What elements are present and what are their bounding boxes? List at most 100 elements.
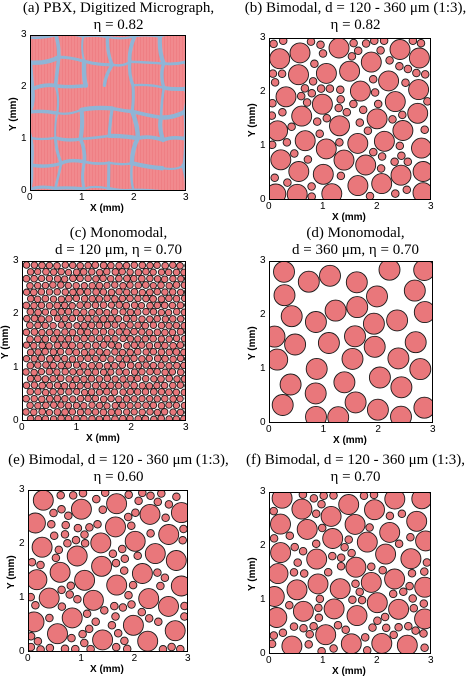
particle — [344, 391, 367, 414]
particle — [33, 637, 43, 646]
particle — [360, 51, 382, 73]
particle — [270, 183, 287, 199]
particle — [137, 630, 159, 651]
particle — [402, 185, 412, 195]
y-tick-label: 0 — [19, 646, 25, 657]
particle — [103, 308, 111, 317]
panel-title-line1: (d) Monomodal, — [306, 225, 405, 241]
particle — [412, 161, 430, 182]
particle — [87, 374, 96, 383]
particle — [130, 274, 138, 283]
particle — [41, 388, 50, 397]
particle — [95, 321, 104, 330]
particle — [165, 415, 173, 420]
particle — [157, 321, 166, 330]
particle — [83, 328, 92, 337]
particle — [95, 334, 104, 343]
particle — [165, 388, 173, 397]
particle — [113, 629, 123, 638]
particle — [311, 93, 333, 115]
particle — [270, 639, 277, 649]
particle — [30, 314, 39, 323]
particle — [122, 288, 131, 296]
particle — [138, 408, 146, 416]
particle — [172, 401, 181, 410]
particle — [312, 117, 322, 126]
particle — [38, 395, 46, 403]
particle — [318, 49, 328, 58]
particle — [407, 102, 429, 124]
particle — [130, 314, 138, 323]
particle — [32, 491, 54, 511]
particle — [65, 347, 73, 356]
y-axis-label: Y (mm) — [8, 97, 19, 131]
x-axis-label: X (mm) — [333, 435, 367, 446]
particle — [120, 554, 130, 564]
particle — [53, 354, 61, 363]
particle — [153, 568, 162, 577]
particle — [103, 402, 111, 410]
particle — [310, 59, 319, 69]
particle — [80, 294, 89, 303]
particle — [291, 498, 313, 520]
binder-boundary — [78, 107, 85, 142]
particle — [401, 78, 410, 87]
y-tick-label: 1 — [19, 592, 25, 603]
particle — [389, 39, 411, 60]
particle — [161, 262, 170, 270]
x-tick-label: 3 — [185, 653, 191, 664]
particle — [183, 289, 185, 295]
particle — [173, 375, 181, 383]
particle — [84, 274, 92, 283]
particle — [289, 42, 311, 64]
particle — [72, 308, 80, 317]
particle — [153, 497, 163, 507]
particle — [29, 288, 38, 297]
particle — [277, 69, 287, 78]
particle — [49, 321, 57, 330]
particle — [271, 394, 294, 416]
particle — [69, 395, 77, 403]
panel-title-line2: η = 0.82 — [93, 17, 144, 33]
binder-boundary — [79, 134, 111, 141]
particle — [91, 394, 100, 403]
particle — [107, 394, 115, 403]
y-tick-label: 2 — [260, 309, 266, 320]
particle — [118, 322, 127, 330]
particle — [275, 86, 297, 108]
particle — [106, 274, 115, 283]
particle — [141, 281, 150, 289]
particle — [61, 341, 69, 350]
particle — [290, 542, 299, 552]
particle — [161, 513, 170, 523]
particle — [57, 267, 65, 276]
particle — [369, 493, 379, 500]
particle — [397, 151, 406, 161]
particle — [138, 381, 147, 390]
particle — [37, 368, 46, 376]
particle — [64, 414, 73, 420]
particle — [400, 548, 422, 570]
particle — [270, 111, 277, 120]
binder-boundary — [161, 135, 185, 142]
particle — [386, 309, 409, 332]
particle — [146, 408, 154, 416]
particle — [92, 494, 101, 504]
plot-area — [269, 492, 431, 654]
binder-boundary — [53, 186, 86, 190]
particle — [92, 315, 100, 323]
particle — [49, 361, 58, 370]
particle — [315, 138, 337, 160]
particle — [46, 381, 54, 390]
particle — [68, 355, 77, 363]
particle — [149, 295, 157, 303]
particle — [65, 590, 74, 599]
particle — [119, 375, 127, 383]
particle — [161, 328, 169, 337]
particle — [126, 374, 135, 383]
particle — [180, 388, 185, 397]
particle — [64, 294, 73, 303]
panel-title-line2: d = 360 μm, η = 0.70 — [292, 242, 419, 258]
panel-c: (c) Monomodal, d = 120 μm, η = 0.70 0 1 2 3… — [0, 225, 237, 450]
binder-boundary — [31, 83, 58, 91]
